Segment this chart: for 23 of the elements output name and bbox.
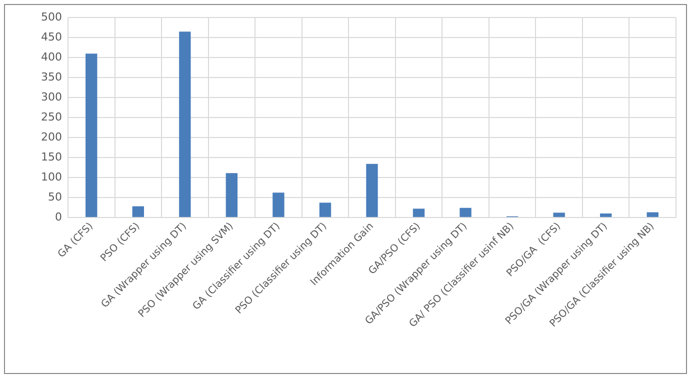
y-tick-label: 450 (40, 30, 62, 44)
y-tick-label: 100 (40, 170, 62, 184)
y-tick-label: 250 (40, 110, 62, 124)
bar (600, 213, 612, 217)
y-tick-label: 350 (40, 70, 62, 84)
y-tick-label: 300 (40, 90, 62, 104)
bar (319, 202, 332, 217)
bar (460, 208, 472, 217)
bar (646, 212, 658, 217)
bar (553, 212, 565, 217)
bar (86, 54, 98, 217)
y-tick-label: 200 (40, 130, 62, 144)
y-tick-label: 50 (48, 190, 62, 204)
bar (412, 208, 425, 217)
y-tick-label: 500 (40, 10, 62, 24)
y-tick-label: 150 (40, 150, 62, 164)
bar (226, 173, 238, 217)
y-tick-label: 400 (40, 50, 62, 64)
bar (132, 206, 144, 217)
bar (366, 164, 378, 217)
bar (272, 192, 284, 217)
bar (179, 32, 191, 217)
y-tick-label: 0 (54, 210, 62, 224)
